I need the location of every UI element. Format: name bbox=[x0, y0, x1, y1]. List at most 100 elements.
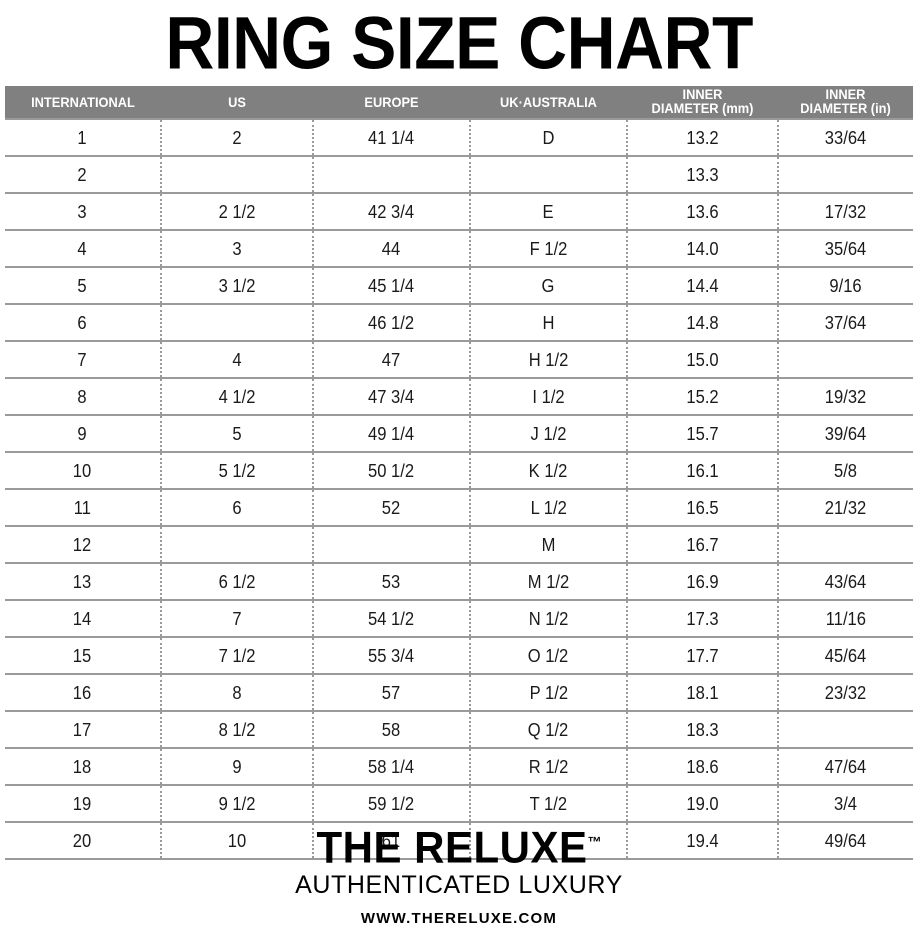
column-header-label: INNER DIAMETER (mm) bbox=[631, 88, 774, 116]
cell-value: 17/32 bbox=[825, 201, 867, 222]
cell-international: 7 bbox=[5, 341, 162, 379]
table-row: 18 9 58 1/4 R 1/2 18.6 47/64 bbox=[5, 748, 913, 786]
cell-value: 16.9 bbox=[686, 571, 719, 592]
cell-us: 2 1/2 bbox=[161, 193, 314, 231]
cell-international: 17 bbox=[5, 711, 162, 749]
column-header-inner_diameter_mm: INNER DIAMETER (mm) bbox=[627, 86, 778, 119]
cell-europe: 58 1/4 bbox=[313, 748, 471, 786]
column-header-label: INTERNATIONAL bbox=[31, 94, 135, 110]
cell-us bbox=[161, 526, 314, 564]
cell-inner_diameter_in: 43/64 bbox=[778, 563, 913, 601]
table-row: 11 6 52 L 1/2 16.5 21/32 bbox=[5, 489, 913, 527]
cell-us: 9 bbox=[161, 748, 314, 786]
cell-value: 47 3/4 bbox=[368, 386, 415, 407]
table-row: 6 46 1/2 H 14.8 37/64 bbox=[5, 304, 913, 342]
cell-value: 8 1/2 bbox=[218, 719, 256, 740]
cell-value: R 1/2 bbox=[528, 756, 569, 777]
cell-value: 15.0 bbox=[686, 349, 719, 370]
cell-uk_australia: T 1/2 bbox=[470, 785, 628, 823]
cell-value: 18.6 bbox=[686, 756, 719, 777]
cell-inner_diameter_in: 33/64 bbox=[778, 118, 913, 157]
cell-us: 8 bbox=[161, 674, 314, 712]
cell-value: 49 1/4 bbox=[368, 423, 415, 444]
cell-value: 19/32 bbox=[825, 386, 867, 407]
cell-us: 4 bbox=[161, 341, 314, 379]
cell-value: 14.4 bbox=[686, 275, 719, 296]
cell-value: 2 1/2 bbox=[218, 201, 256, 222]
cell-europe: 55 3/4 bbox=[313, 637, 471, 675]
cell-europe: 49 1/4 bbox=[313, 415, 471, 453]
table-row: 17 8 1/2 58 Q 1/2 18.3 bbox=[5, 711, 913, 749]
cell-uk_australia: J 1/2 bbox=[470, 415, 628, 453]
cell-value: 37/64 bbox=[825, 312, 867, 333]
cell-value: 8 bbox=[77, 386, 88, 407]
cell-europe bbox=[313, 526, 471, 564]
cell-inner_diameter_in: 23/32 bbox=[778, 674, 913, 712]
cell-us: 7 1/2 bbox=[161, 637, 314, 675]
cell-inner_diameter_mm: 14.0 bbox=[627, 230, 779, 268]
cell-inner_diameter_mm: 17.7 bbox=[627, 637, 779, 675]
cell-value: 11/16 bbox=[825, 608, 867, 629]
cell-international: 6 bbox=[5, 304, 162, 342]
cell-value: 15.7 bbox=[686, 423, 719, 444]
cell-international: 4 bbox=[5, 230, 162, 268]
cell-value: T 1/2 bbox=[529, 793, 568, 814]
cell-value: 42 3/4 bbox=[368, 201, 415, 222]
cell-value: H bbox=[542, 312, 555, 333]
cell-uk_australia: I 1/2 bbox=[470, 378, 628, 416]
cell-europe: 46 1/2 bbox=[313, 304, 471, 342]
cell-value: 17.3 bbox=[686, 608, 719, 629]
table-row: 7 4 47 H 1/2 15.0 bbox=[5, 341, 913, 379]
cell-inner_diameter_mm: 14.8 bbox=[627, 304, 779, 342]
cell-value: 41 1/4 bbox=[368, 127, 415, 148]
cell-europe: 47 bbox=[313, 341, 471, 379]
cell-international: 13 bbox=[5, 563, 162, 601]
cell-us: 4 1/2 bbox=[161, 378, 314, 416]
cell-international: 3 bbox=[5, 193, 162, 231]
column-header-line1: INNER bbox=[825, 87, 866, 102]
cell-value: 45/64 bbox=[825, 645, 867, 666]
cell-value: 5/8 bbox=[834, 460, 858, 481]
cell-inner_diameter_in: 45/64 bbox=[778, 637, 913, 675]
brand-name: THE RELUXE™ bbox=[316, 824, 601, 871]
table-row: 15 7 1/2 55 3/4 O 1/2 17.7 45/64 bbox=[5, 637, 913, 675]
cell-value: I 1/2 bbox=[532, 386, 565, 407]
cell-international: 12 bbox=[5, 526, 162, 564]
cell-inner_diameter_in: 39/64 bbox=[778, 415, 913, 453]
column-header-us: US bbox=[161, 86, 313, 119]
cell-value: 13 bbox=[73, 571, 92, 592]
table-row: 10 5 1/2 50 1/2 K 1/2 16.1 5/8 bbox=[5, 452, 913, 490]
table-row: 8 4 1/2 47 3/4 I 1/2 15.2 19/32 bbox=[5, 378, 913, 416]
cell-uk_australia: O 1/2 bbox=[470, 637, 628, 675]
cell-inner_diameter_in bbox=[778, 526, 913, 564]
cell-value: 13.3 bbox=[686, 164, 719, 185]
cell-value: 4 1/2 bbox=[218, 386, 256, 407]
cell-inner_diameter_in: 5/8 bbox=[778, 452, 913, 490]
cell-europe: 44 bbox=[313, 230, 471, 268]
column-header-line1: INNER bbox=[682, 87, 723, 102]
size-table-container: INTERNATIONAL US EUROPE UK·AUSTRALIA INNER DI… bbox=[5, 86, 913, 860]
cell-international: 10 bbox=[5, 452, 162, 490]
cell-international: 11 bbox=[5, 489, 162, 527]
cell-inner_diameter_mm: 19.4 bbox=[627, 822, 779, 860]
cell-value: 4 bbox=[77, 238, 88, 259]
cell-inner_diameter_mm: 15.7 bbox=[627, 415, 779, 453]
cell-value: 11 bbox=[73, 497, 92, 518]
cell-value: 55 3/4 bbox=[368, 645, 415, 666]
cell-europe: 58 bbox=[313, 711, 471, 749]
table-row: 19 9 1/2 59 1/2 T 1/2 19.0 3/4 bbox=[5, 785, 913, 823]
cell-inner_diameter_mm: 13.3 bbox=[627, 156, 779, 194]
cell-value: 9 bbox=[77, 423, 88, 444]
cell-value: 13.6 bbox=[686, 201, 719, 222]
cell-value: 16.1 bbox=[686, 460, 719, 481]
cell-international: 5 bbox=[5, 267, 162, 305]
cell-europe: 52 bbox=[313, 489, 471, 527]
cell-value: M bbox=[541, 534, 556, 555]
cell-inner_diameter_in: 37/64 bbox=[778, 304, 913, 342]
cell-value: 6 bbox=[232, 497, 242, 518]
cell-value: 35/64 bbox=[825, 238, 867, 259]
cell-value: 3 bbox=[232, 238, 242, 259]
cell-inner_diameter_in bbox=[778, 711, 913, 749]
cell-value: 3/4 bbox=[834, 793, 858, 814]
